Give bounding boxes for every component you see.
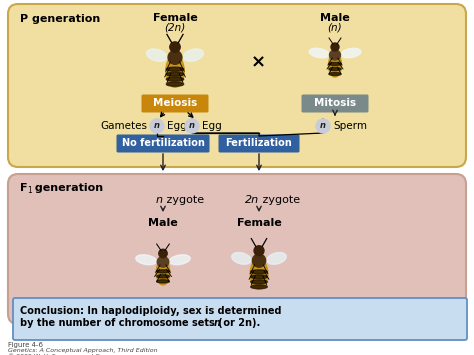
FancyBboxPatch shape: [142, 94, 209, 113]
Ellipse shape: [166, 82, 183, 86]
Ellipse shape: [157, 280, 169, 283]
Text: Gametes: Gametes: [100, 121, 147, 131]
Text: Female: Female: [153, 13, 197, 23]
Text: Egg: Egg: [202, 121, 222, 131]
Ellipse shape: [169, 255, 190, 265]
Text: Male: Male: [148, 218, 178, 228]
Circle shape: [185, 119, 199, 133]
Text: n: n: [320, 121, 326, 131]
Text: (2n): (2n): [164, 22, 186, 32]
Text: Male: Male: [320, 13, 350, 23]
Text: Conclusion: In haplodiploidy, sex is determined: Conclusion: In haplodiploidy, sex is det…: [20, 306, 282, 316]
Circle shape: [150, 119, 164, 133]
Ellipse shape: [329, 62, 341, 66]
Text: generation: generation: [31, 183, 103, 193]
Ellipse shape: [157, 270, 169, 273]
Ellipse shape: [329, 67, 341, 71]
Text: Genetics: A Conceptual Approach, Third Edition: Genetics: A Conceptual Approach, Third E…: [8, 348, 158, 353]
Ellipse shape: [170, 42, 180, 52]
Ellipse shape: [329, 50, 340, 60]
Ellipse shape: [251, 275, 267, 279]
Text: P generation: P generation: [20, 14, 100, 24]
Ellipse shape: [252, 254, 265, 267]
Text: No fertilization: No fertilization: [121, 138, 204, 148]
Text: n: n: [156, 195, 163, 205]
Ellipse shape: [166, 72, 183, 76]
Ellipse shape: [232, 252, 251, 264]
Text: n: n: [154, 121, 160, 131]
Ellipse shape: [156, 260, 170, 285]
Ellipse shape: [250, 258, 268, 289]
Ellipse shape: [251, 270, 267, 274]
FancyBboxPatch shape: [8, 174, 466, 324]
FancyBboxPatch shape: [117, 135, 210, 153]
Text: ×: ×: [250, 53, 265, 71]
Text: (n): (n): [328, 22, 342, 32]
Ellipse shape: [166, 67, 183, 71]
Text: n: n: [214, 318, 221, 328]
Text: Meiosis: Meiosis: [153, 98, 197, 109]
Text: F: F: [20, 183, 27, 193]
Ellipse shape: [254, 246, 264, 256]
FancyBboxPatch shape: [8, 4, 466, 167]
Ellipse shape: [251, 285, 267, 289]
Circle shape: [316, 119, 330, 133]
Text: n: n: [189, 121, 195, 131]
Text: 2n: 2n: [245, 195, 259, 205]
Ellipse shape: [251, 280, 267, 284]
Ellipse shape: [328, 53, 341, 77]
Text: by the number of chromosome sets (: by the number of chromosome sets (: [20, 318, 223, 328]
Ellipse shape: [183, 49, 203, 61]
Ellipse shape: [329, 72, 341, 76]
Text: Mitosis: Mitosis: [314, 98, 356, 109]
FancyBboxPatch shape: [301, 94, 368, 113]
Text: Figure 4-6: Figure 4-6: [8, 342, 43, 348]
Ellipse shape: [166, 77, 183, 81]
Text: or 2n).: or 2n).: [220, 318, 260, 328]
Ellipse shape: [309, 48, 329, 58]
Text: Egg: Egg: [167, 121, 187, 131]
Text: Female: Female: [237, 218, 282, 228]
Text: Fertilization: Fertilization: [226, 138, 292, 148]
Ellipse shape: [166, 55, 184, 87]
Ellipse shape: [168, 50, 182, 64]
Ellipse shape: [146, 49, 167, 61]
Ellipse shape: [136, 255, 156, 265]
Ellipse shape: [341, 48, 361, 58]
Text: zygote: zygote: [259, 195, 300, 205]
Text: © 2009 W. H. Freeman and Company: © 2009 W. H. Freeman and Company: [8, 353, 125, 355]
Ellipse shape: [159, 249, 167, 258]
Ellipse shape: [157, 275, 169, 278]
Ellipse shape: [331, 43, 339, 51]
Ellipse shape: [157, 257, 169, 267]
FancyBboxPatch shape: [13, 298, 467, 340]
Ellipse shape: [267, 252, 286, 264]
FancyBboxPatch shape: [219, 135, 300, 153]
Text: Sperm: Sperm: [333, 121, 367, 131]
Text: zygote: zygote: [163, 195, 204, 205]
Text: 1: 1: [27, 186, 32, 195]
